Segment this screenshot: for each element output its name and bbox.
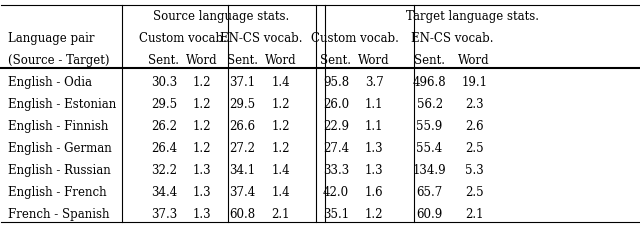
Text: 29.5: 29.5 xyxy=(229,98,255,111)
Text: 26.2: 26.2 xyxy=(151,120,177,133)
Text: 34.1: 34.1 xyxy=(229,164,255,177)
Text: Sent.: Sent. xyxy=(321,54,351,67)
Text: 3.7: 3.7 xyxy=(365,76,383,89)
Text: 35.1: 35.1 xyxy=(323,208,349,221)
Text: 1.2: 1.2 xyxy=(193,76,211,89)
Text: 1.2: 1.2 xyxy=(271,142,290,155)
Text: 26.6: 26.6 xyxy=(229,120,255,133)
Text: 1.3: 1.3 xyxy=(365,164,383,177)
Text: 1.3: 1.3 xyxy=(193,186,211,199)
Text: 37.3: 37.3 xyxy=(151,208,177,221)
Text: 60.9: 60.9 xyxy=(417,208,443,221)
Text: Custom vocab.: Custom vocab. xyxy=(311,32,399,45)
Text: 2.3: 2.3 xyxy=(465,98,484,111)
Text: French - Spanish: French - Spanish xyxy=(8,208,109,221)
Text: 1.3: 1.3 xyxy=(193,164,211,177)
Text: 1.2: 1.2 xyxy=(365,208,383,221)
Text: 1.1: 1.1 xyxy=(365,98,383,111)
Text: 55.4: 55.4 xyxy=(417,142,443,155)
Text: 1.2: 1.2 xyxy=(193,142,211,155)
Text: 2.5: 2.5 xyxy=(465,186,484,199)
Text: 1.2: 1.2 xyxy=(193,120,211,133)
Text: Word: Word xyxy=(265,54,296,67)
Text: 55.9: 55.9 xyxy=(417,120,443,133)
Text: 2.5: 2.5 xyxy=(465,142,484,155)
Text: 1.3: 1.3 xyxy=(193,208,211,221)
Text: 2.1: 2.1 xyxy=(465,208,483,221)
Text: 19.1: 19.1 xyxy=(461,76,487,89)
Text: Sent.: Sent. xyxy=(227,54,258,67)
Text: (Source - Target): (Source - Target) xyxy=(8,54,109,67)
Text: Target language stats.: Target language stats. xyxy=(406,10,540,23)
Text: 26.4: 26.4 xyxy=(151,142,177,155)
Text: 1.2: 1.2 xyxy=(193,98,211,111)
Text: 27.4: 27.4 xyxy=(323,142,349,155)
Text: 56.2: 56.2 xyxy=(417,98,443,111)
Text: 134.9: 134.9 xyxy=(413,164,447,177)
Text: Sent.: Sent. xyxy=(414,54,445,67)
Text: EN-CS vocab.: EN-CS vocab. xyxy=(411,32,493,45)
Text: 26.0: 26.0 xyxy=(323,98,349,111)
Text: English - German: English - German xyxy=(8,142,111,155)
Text: Sent.: Sent. xyxy=(148,54,179,67)
Text: Source language stats.: Source language stats. xyxy=(153,10,289,23)
Text: 22.9: 22.9 xyxy=(323,120,349,133)
Text: Word: Word xyxy=(458,54,490,67)
Text: English - Estonian: English - Estonian xyxy=(8,98,116,111)
Text: 33.3: 33.3 xyxy=(323,164,349,177)
Text: English - Russian: English - Russian xyxy=(8,164,111,177)
Text: EN-CS vocab.: EN-CS vocab. xyxy=(220,32,303,45)
Text: 5.3: 5.3 xyxy=(465,164,484,177)
Text: 34.4: 34.4 xyxy=(151,186,177,199)
Text: 496.8: 496.8 xyxy=(413,76,447,89)
Text: 1.2: 1.2 xyxy=(271,120,290,133)
Text: English - Finnish: English - Finnish xyxy=(8,120,108,133)
Text: 1.4: 1.4 xyxy=(271,164,290,177)
Text: 95.8: 95.8 xyxy=(323,76,349,89)
Text: Word: Word xyxy=(358,54,390,67)
Text: 27.2: 27.2 xyxy=(229,142,255,155)
Text: 37.1: 37.1 xyxy=(229,76,255,89)
Text: Custom vocab.: Custom vocab. xyxy=(139,32,227,45)
Text: 60.8: 60.8 xyxy=(229,208,255,221)
Text: 1.4: 1.4 xyxy=(271,186,290,199)
Text: 1.3: 1.3 xyxy=(365,142,383,155)
Text: 1.6: 1.6 xyxy=(365,186,383,199)
Text: 65.7: 65.7 xyxy=(417,186,443,199)
Text: 42.0: 42.0 xyxy=(323,186,349,199)
Text: 1.4: 1.4 xyxy=(271,76,290,89)
Text: 1.1: 1.1 xyxy=(365,120,383,133)
Text: 32.2: 32.2 xyxy=(151,164,177,177)
Text: 30.3: 30.3 xyxy=(151,76,177,89)
Text: 2.1: 2.1 xyxy=(271,208,290,221)
Text: 37.4: 37.4 xyxy=(229,186,255,199)
Text: English - French: English - French xyxy=(8,186,106,199)
Text: Language pair: Language pair xyxy=(8,32,94,45)
Text: Word: Word xyxy=(186,54,218,67)
Text: 1.2: 1.2 xyxy=(271,98,290,111)
Text: 2.6: 2.6 xyxy=(465,120,484,133)
Text: 29.5: 29.5 xyxy=(151,98,177,111)
Text: English - Odia: English - Odia xyxy=(8,76,92,89)
